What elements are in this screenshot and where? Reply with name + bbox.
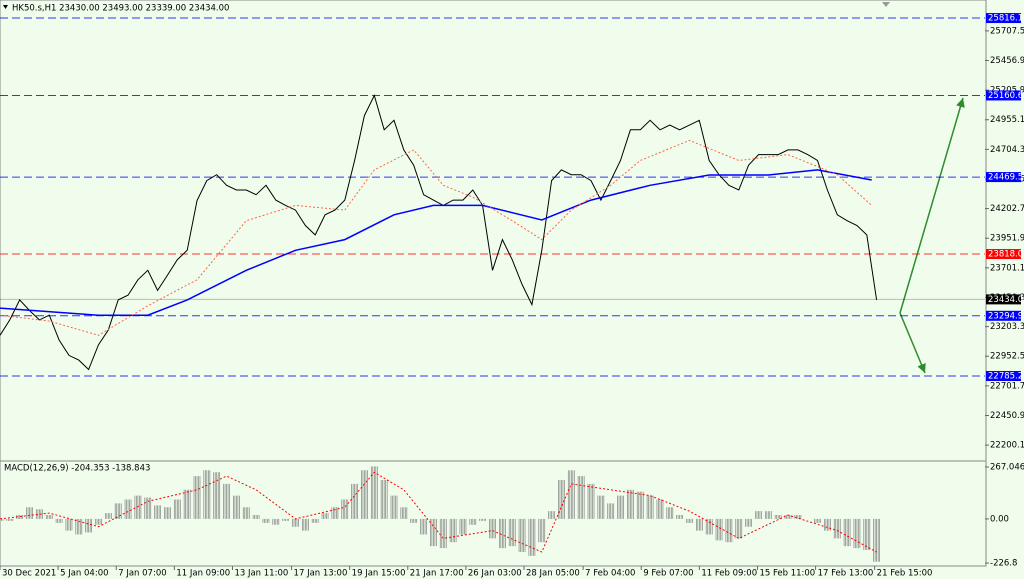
y-tick-label: 22450.90 bbox=[990, 411, 1024, 421]
level-label-box bbox=[986, 13, 1021, 24]
level-label-box bbox=[986, 90, 1021, 101]
y-tick-label: 23951.90 bbox=[990, 234, 1024, 244]
plot-frame bbox=[0, 0, 987, 567]
y-tick-label: 267.046 bbox=[990, 462, 1024, 472]
series-line bbox=[0, 169, 872, 316]
level-label: 23818.00 bbox=[988, 250, 1024, 260]
x-tick-label: 21 Jan 17:00 bbox=[410, 569, 464, 579]
x-tick-label: 17 Jan 13:00 bbox=[294, 569, 348, 579]
x-tick-label: 5 Jan 04:00 bbox=[60, 569, 108, 579]
x-tick-label: 17 Feb 13:00 bbox=[818, 569, 874, 579]
y-tick-label: 24202.70 bbox=[990, 204, 1024, 214]
y-tick-label: 22200.10 bbox=[990, 441, 1024, 451]
level-label-box bbox=[986, 371, 1021, 382]
x-tick-label: 9 Feb 07:00 bbox=[643, 569, 693, 579]
y-tick-label: 24955.10 bbox=[990, 115, 1024, 125]
scenario-arrow bbox=[899, 97, 965, 314]
x-tick-label: 19 Jan 15:00 bbox=[352, 569, 406, 579]
level-label-box bbox=[986, 249, 1021, 260]
y-tick-label: 23701.10 bbox=[990, 263, 1024, 273]
y-tick-label: -226.8 bbox=[990, 559, 1017, 569]
x-tick-label: 30 Dec 2021 bbox=[2, 569, 56, 579]
level-label: 25816.19 bbox=[988, 14, 1024, 24]
x-tick-label: 7 Feb 04:00 bbox=[585, 569, 635, 579]
level-label: 23294.97 bbox=[988, 311, 1024, 321]
chart-title: HK50.s,H1 23430.00 23493.00 23339.00 234… bbox=[12, 4, 229, 14]
y-tick-label: 22701.70 bbox=[990, 381, 1024, 391]
level-label: 23434.00 bbox=[988, 295, 1024, 305]
x-tick-label: 7 Jan 07:00 bbox=[118, 569, 166, 579]
x-tick-label: 26 Jan 03:00 bbox=[468, 569, 522, 579]
level-label: 22785.21 bbox=[988, 372, 1024, 382]
signal-line bbox=[0, 471, 877, 553]
menu-icon bbox=[3, 5, 8, 9]
x-tick-label: 21 Feb 15:00 bbox=[877, 569, 933, 579]
x-tick-label: 11 Feb 09:00 bbox=[701, 569, 757, 579]
level-label-box bbox=[986, 172, 1021, 183]
y-tick-label: 22952.50 bbox=[990, 352, 1024, 362]
indicator-title: MACD(12,26,9) -204.353 -138.843 bbox=[4, 464, 150, 474]
y-tick-label: 23203.30 bbox=[990, 322, 1024, 332]
level-label-box bbox=[986, 310, 1021, 321]
scenario-arrow bbox=[899, 312, 926, 374]
x-tick-label: 28 Jan 05:00 bbox=[526, 569, 580, 579]
y-tick-label: 0.00 bbox=[990, 514, 1009, 524]
y-tick-label: 25456.90 bbox=[990, 56, 1024, 66]
level-label: 24469.58 bbox=[988, 173, 1024, 183]
level-label-box bbox=[986, 294, 1021, 305]
x-tick-label: 15 Feb 11:00 bbox=[759, 569, 815, 579]
series-line bbox=[0, 94, 878, 371]
x-tick-label: 13 Jan 11:00 bbox=[234, 569, 288, 579]
shift-marker bbox=[882, 2, 890, 7]
y-tick-label: 24704.30 bbox=[990, 145, 1024, 155]
level-label: 25160.63 bbox=[988, 91, 1024, 101]
y-tick-label: 25707.50 bbox=[990, 26, 1024, 36]
series-line bbox=[0, 139, 873, 336]
x-tick-label: 11 Jan 09:00 bbox=[176, 569, 230, 579]
